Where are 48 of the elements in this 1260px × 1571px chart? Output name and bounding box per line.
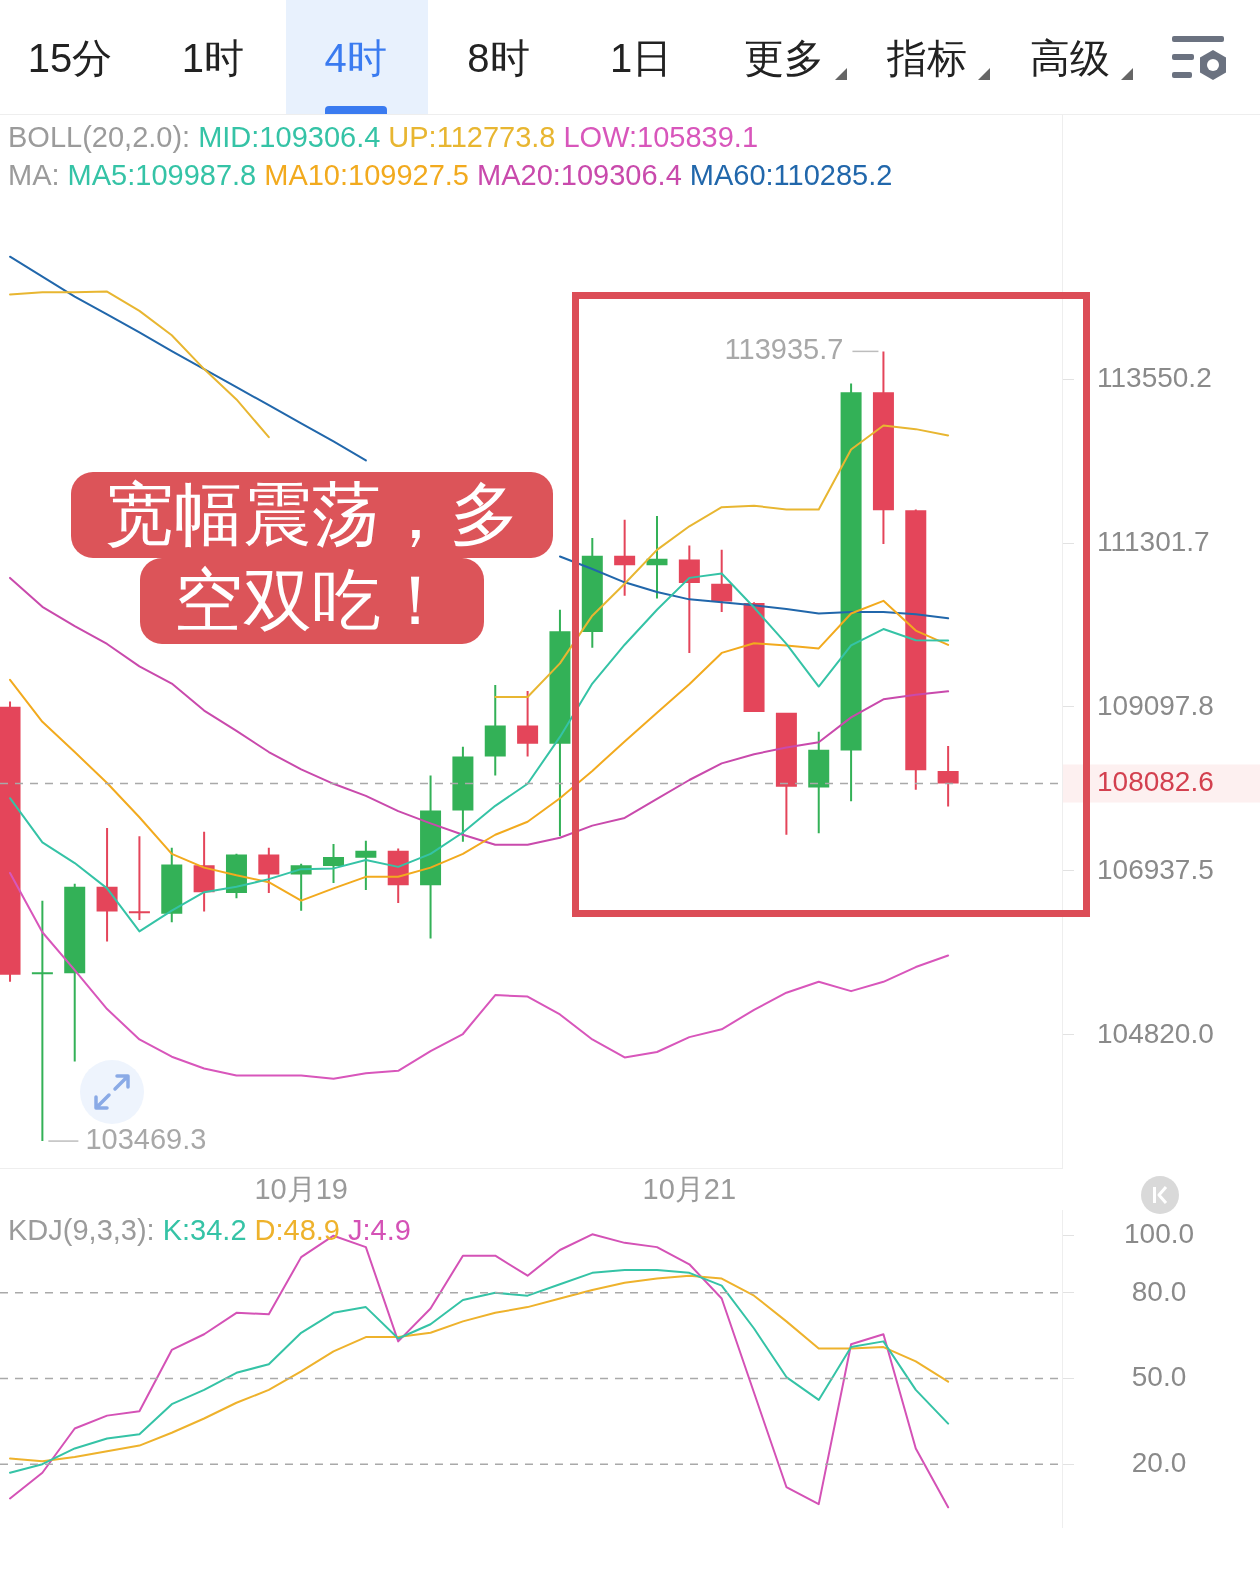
candlestick <box>808 731 830 834</box>
candlestick <box>64 883 86 1062</box>
candlestick <box>355 840 377 890</box>
candlestick <box>614 519 636 596</box>
candlestick <box>0 701 21 982</box>
y-tick-label: 50.0 <box>1131 1361 1187 1393</box>
candlestick <box>937 745 959 807</box>
text: MA5:109987.8 <box>67 159 257 191</box>
text: 高级 <box>1029 35 1110 82</box>
legend-title: KDJ(9,3,3): <box>8 1214 155 1246</box>
text: LOW:105839.1 <box>563 121 759 153</box>
candlestick <box>517 691 539 757</box>
candlestick <box>128 836 150 920</box>
y-tick-label: 20.0 <box>1131 1446 1187 1478</box>
y-tick-label: 106937.5 <box>1097 853 1214 885</box>
y-tick-label: 104820.0 <box>1097 1017 1214 1049</box>
annotation: MA: <box>8 159 60 191</box>
candlestick <box>872 351 894 544</box>
annotation: 宽幅震荡，多空双吃！ <box>104 476 519 639</box>
text: 指标 <box>886 35 967 82</box>
text: 15分 <box>27 35 113 82</box>
text: 8时 <box>467 35 530 82</box>
text: UP:112773.8 <box>388 121 556 153</box>
text: 更多 <box>744 35 824 82</box>
legend-label: MID:109306.4 <box>198 121 381 153</box>
y-tick-label: 109097.8 <box>1097 689 1214 721</box>
annotation: BOLL(20,2.0): <box>8 121 191 153</box>
candlestick <box>484 685 506 776</box>
text: MA60:110285.2 <box>689 159 893 191</box>
text: MA10:109927.5 <box>264 159 469 191</box>
text: MA20:109306.4 <box>477 159 682 191</box>
candlestick <box>31 900 53 1142</box>
y-tick-label: 80.0 <box>1131 1275 1187 1307</box>
x-tick-label: 10月21 <box>642 1173 737 1206</box>
text: K:34.2 <box>162 1214 247 1246</box>
series-label: J:4.9 <box>347 1214 411 1246</box>
text: 108082.6 <box>1097 766 1214 798</box>
annotation: 113935.7 <box>724 333 844 366</box>
text: 4时 <box>324 35 387 82</box>
candlestick <box>258 847 280 893</box>
text: D:48.9 <box>254 1214 340 1246</box>
y-tick-label: 113550.2 <box>1097 361 1212 393</box>
text: 1日 <box>610 35 673 82</box>
y-tick-label: 111301.7 <box>1097 525 1210 557</box>
annotation: 103469.3 <box>85 1123 207 1156</box>
y-tick-label: 100.0 <box>1124 1218 1195 1250</box>
x-tick-label: 10月19 <box>254 1173 348 1206</box>
text: 1时 <box>181 35 244 82</box>
